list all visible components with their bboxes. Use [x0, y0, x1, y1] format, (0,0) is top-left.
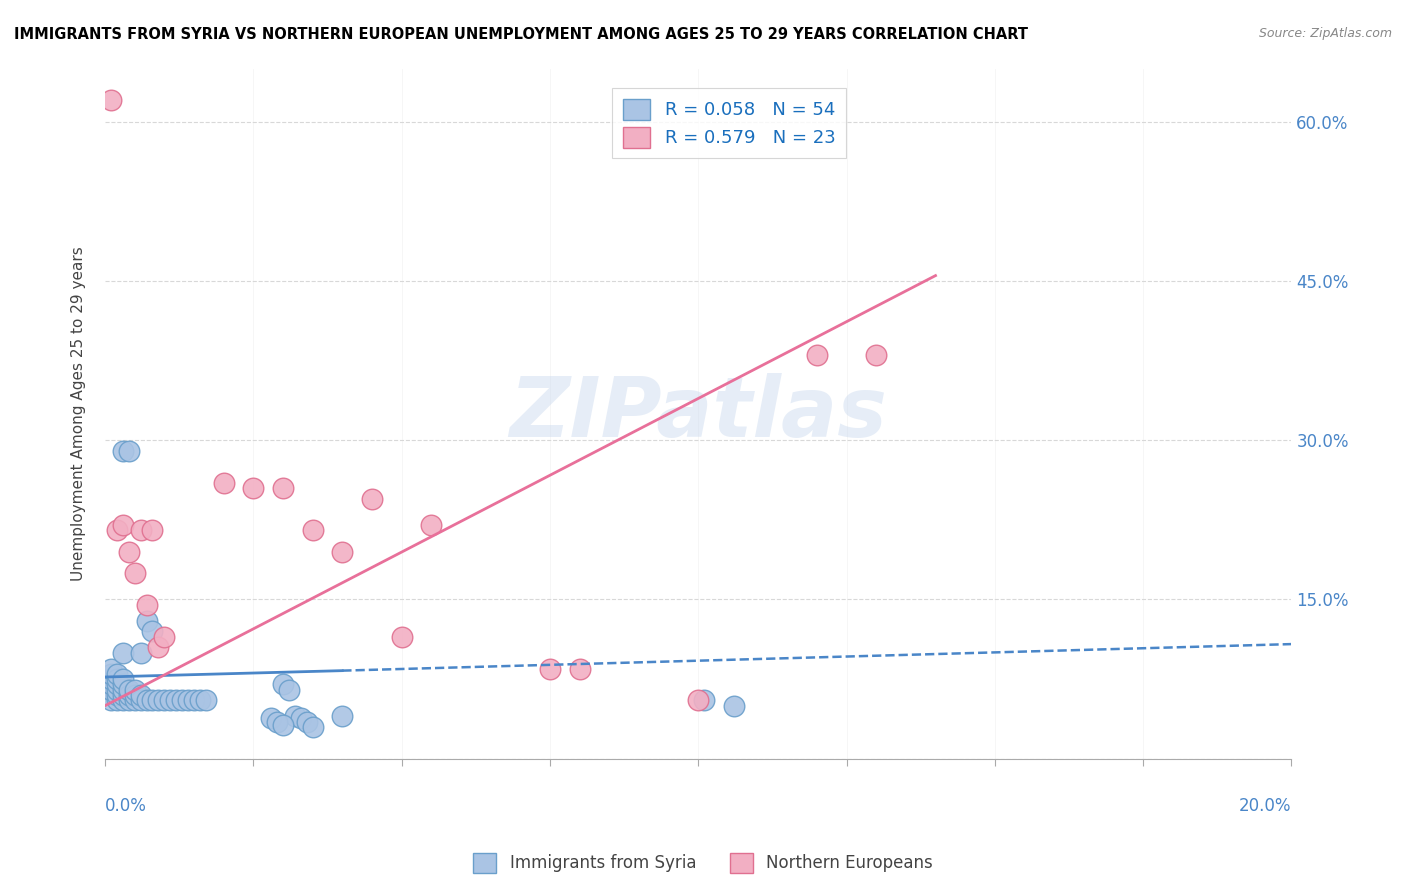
Point: [153, 693, 176, 707]
Y-axis label: Unemployment Among Ages 25 to 29 years: Unemployment Among Ages 25 to 29 years: [72, 246, 86, 581]
Point: [124, 693, 146, 707]
Text: 20.0%: 20.0%: [1239, 797, 1292, 814]
Point: [135, 693, 157, 707]
Point: [165, 693, 187, 707]
Point: [105, 666, 128, 681]
Point: [183, 693, 205, 707]
Point: [148, 640, 170, 655]
Point: [177, 693, 200, 707]
Point: [688, 693, 710, 707]
Point: [129, 693, 152, 707]
Point: [100, 666, 122, 681]
Point: [330, 545, 353, 559]
Point: [100, 677, 122, 691]
Point: [301, 524, 323, 538]
Point: [118, 443, 141, 458]
Point: [111, 693, 134, 707]
Point: [290, 711, 312, 725]
Point: [105, 682, 128, 697]
Point: [148, 693, 170, 707]
Point: [111, 443, 134, 458]
Point: [129, 524, 152, 538]
Point: [271, 481, 294, 495]
Point: [361, 491, 384, 506]
Point: [865, 348, 887, 362]
Point: [135, 598, 157, 612]
Point: [135, 614, 157, 628]
Point: [124, 688, 146, 702]
Point: [295, 714, 318, 729]
Point: [277, 682, 299, 697]
Point: [568, 661, 591, 675]
Point: [141, 624, 163, 639]
Legend: R = 0.058   N = 54, R = 0.579   N = 23: R = 0.058 N = 54, R = 0.579 N = 23: [613, 88, 846, 159]
Point: [129, 646, 152, 660]
Point: [391, 630, 413, 644]
Text: 0.0%: 0.0%: [105, 797, 146, 814]
Point: [153, 630, 176, 644]
Point: [141, 524, 163, 538]
Point: [538, 661, 561, 675]
Point: [172, 693, 194, 707]
Point: [284, 709, 307, 723]
Point: [105, 524, 128, 538]
Point: [100, 672, 122, 686]
Point: [105, 677, 128, 691]
Point: [100, 661, 122, 675]
Point: [212, 475, 235, 490]
Point: [420, 518, 443, 533]
Point: [111, 672, 134, 686]
Point: [260, 711, 283, 725]
Point: [330, 709, 353, 723]
Point: [159, 693, 181, 707]
Text: IMMIGRANTS FROM SYRIA VS NORTHERN EUROPEAN UNEMPLOYMENT AMONG AGES 25 TO 29 YEAR: IMMIGRANTS FROM SYRIA VS NORTHERN EUROPE…: [14, 27, 1028, 42]
Point: [242, 481, 264, 495]
Point: [111, 646, 134, 660]
Point: [111, 518, 134, 533]
Point: [806, 348, 828, 362]
Point: [118, 688, 141, 702]
Point: [111, 677, 134, 691]
Point: [118, 545, 141, 559]
Point: [141, 693, 163, 707]
Point: [194, 693, 217, 707]
Point: [301, 720, 323, 734]
Point: [118, 682, 141, 697]
Point: [271, 718, 294, 732]
Point: [129, 688, 152, 702]
Point: [105, 672, 128, 686]
Text: ZIPatlas: ZIPatlas: [509, 373, 887, 454]
Point: [693, 693, 716, 707]
Point: [266, 714, 288, 729]
Point: [111, 688, 134, 702]
Point: [118, 693, 141, 707]
Point: [105, 693, 128, 707]
Point: [100, 682, 122, 697]
Point: [271, 677, 294, 691]
Point: [124, 682, 146, 697]
Text: Source: ZipAtlas.com: Source: ZipAtlas.com: [1258, 27, 1392, 40]
Point: [100, 693, 122, 707]
Point: [723, 698, 745, 713]
Point: [111, 682, 134, 697]
Legend: Immigrants from Syria, Northern Europeans: Immigrants from Syria, Northern European…: [467, 847, 939, 880]
Point: [100, 94, 122, 108]
Point: [188, 693, 211, 707]
Point: [124, 566, 146, 580]
Point: [105, 688, 128, 702]
